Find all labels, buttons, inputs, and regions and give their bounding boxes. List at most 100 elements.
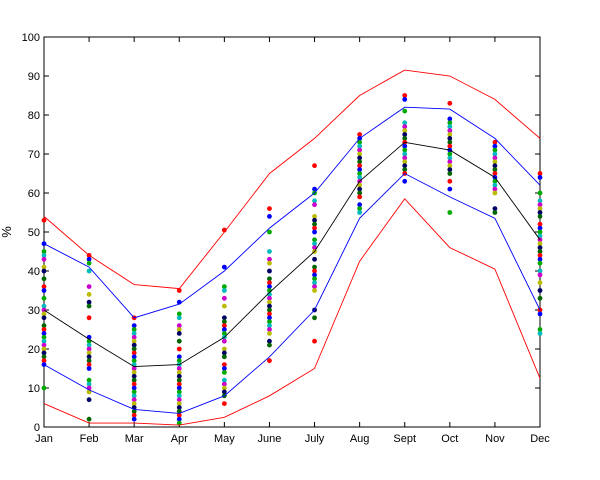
scatter-point xyxy=(221,354,227,360)
scatter-point xyxy=(131,373,137,379)
scatter-point xyxy=(537,268,543,274)
scatter-point xyxy=(131,409,137,414)
scatter-point xyxy=(41,346,47,352)
scatter-point xyxy=(131,416,137,422)
scatter-point xyxy=(537,245,543,251)
scatter-point xyxy=(41,338,47,344)
scatter-point xyxy=(221,366,227,371)
scatter-point xyxy=(312,268,317,274)
scatter-point xyxy=(176,401,182,406)
scatter-point xyxy=(176,412,182,418)
scatter-point xyxy=(312,225,317,231)
scatter-point xyxy=(176,389,182,395)
y-tick-label: 70 xyxy=(28,149,40,161)
scatter-point xyxy=(86,315,92,321)
scatter-point xyxy=(312,229,317,235)
scatter-point xyxy=(402,136,408,141)
scatter-point xyxy=(176,393,182,399)
x-axis-ticks: Jan Feb Mar Apr May June July Aug Sept Oct Nov Dec xyxy=(35,37,550,445)
y-tick-label: 50 xyxy=(28,227,40,239)
scatter-point xyxy=(312,186,317,192)
scatter-point xyxy=(537,327,543,332)
scatter-point xyxy=(312,280,317,286)
scatter-point xyxy=(176,288,182,293)
scatter-point xyxy=(221,385,227,391)
scatter-point xyxy=(131,393,137,399)
scatter-point xyxy=(402,132,408,137)
scatter-point xyxy=(447,186,453,192)
x-tick-label: Dec xyxy=(530,433,550,445)
scatter-point xyxy=(176,416,182,422)
scatter-point xyxy=(537,260,543,266)
scatter-point xyxy=(41,256,47,262)
scatter-point xyxy=(492,155,498,161)
scatter-point xyxy=(176,420,182,426)
scatter-point xyxy=(492,210,498,215)
series-lines xyxy=(43,69,541,426)
scatter-point xyxy=(492,159,498,165)
scatter-point xyxy=(221,350,227,356)
scatter-point xyxy=(537,288,543,293)
scatter-point xyxy=(357,147,363,153)
scatter-point xyxy=(176,323,182,328)
scatter-point xyxy=(357,206,363,212)
x-tick-label: Oct xyxy=(441,433,458,445)
scatter-point xyxy=(537,311,543,317)
scatter-point xyxy=(492,186,498,192)
scatter-point xyxy=(86,377,92,383)
scatter-point xyxy=(357,190,363,196)
scatter-point xyxy=(86,256,92,262)
scatter-point xyxy=(131,377,137,383)
scatter-point xyxy=(221,303,227,309)
scatter-point xyxy=(86,381,92,387)
scatter-point xyxy=(221,315,227,321)
scatter-point xyxy=(267,315,272,321)
scatter-point xyxy=(131,327,137,332)
scatter-point xyxy=(131,323,137,328)
scatter-point xyxy=(492,190,498,196)
scatter-point xyxy=(41,303,47,309)
series-line xyxy=(43,198,541,426)
scatter-point xyxy=(312,221,317,227)
y-tick-label: 20 xyxy=(28,344,40,356)
scatter-point xyxy=(86,416,92,422)
scatter-point xyxy=(267,284,272,289)
scatter-point xyxy=(267,303,272,309)
scatter-point xyxy=(41,276,47,282)
scatter-point xyxy=(41,217,47,223)
scatter-point xyxy=(86,354,92,360)
scatter-point xyxy=(176,338,182,344)
series-line xyxy=(43,69,541,290)
scatter-point xyxy=(357,167,363,173)
x-tick-label: Nov xyxy=(485,433,505,445)
scatter-point xyxy=(312,241,317,247)
scatter-point xyxy=(492,139,498,145)
scatter-point xyxy=(447,210,453,215)
scatter-point xyxy=(131,401,137,406)
scatter-point xyxy=(447,167,453,173)
scatter-point xyxy=(492,147,498,153)
scatter-point xyxy=(86,292,92,297)
scatter-point xyxy=(447,100,453,106)
scatter-point xyxy=(492,182,498,188)
scatter-point xyxy=(447,124,453,130)
scatter-point xyxy=(267,229,272,235)
scatter-point xyxy=(267,276,272,282)
scatter-point xyxy=(357,139,363,145)
scatter-point xyxy=(312,276,317,282)
y-tick-label: 100 xyxy=(22,32,40,44)
scatter-point xyxy=(131,350,137,356)
scatter-point xyxy=(312,237,317,243)
scatter-point xyxy=(267,307,272,313)
scatter-point xyxy=(86,346,92,352)
scatter-point xyxy=(357,182,363,188)
scatter-point xyxy=(86,350,92,356)
scatter-point xyxy=(176,354,182,360)
series-line xyxy=(43,141,541,368)
scatter-point xyxy=(537,233,543,239)
scatter-point xyxy=(176,385,182,391)
scatter-point xyxy=(131,366,137,371)
scatter-point xyxy=(402,108,408,114)
scatter-point xyxy=(312,163,317,169)
scatter-point xyxy=(357,155,363,161)
